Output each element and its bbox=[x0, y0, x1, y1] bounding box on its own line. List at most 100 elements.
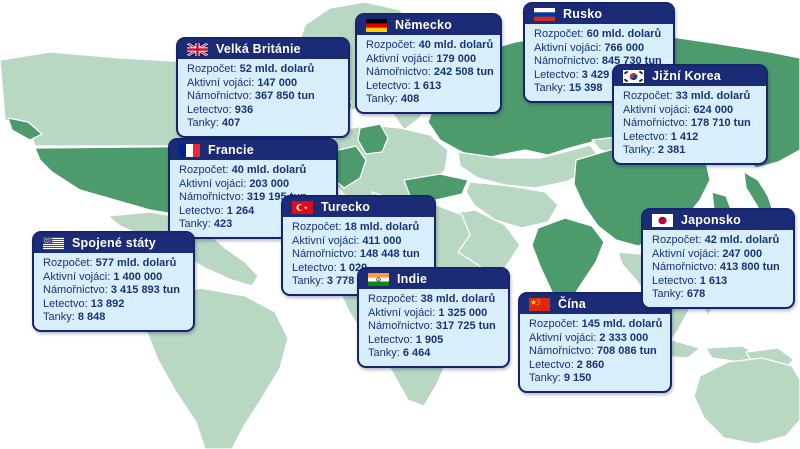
france-flag-icon bbox=[179, 143, 200, 157]
stat-value: 317 725 tun bbox=[435, 320, 496, 332]
stat-value: 408 bbox=[400, 93, 420, 105]
stat-value: 2 333 000 bbox=[599, 331, 649, 344]
country-card-header: Turecko bbox=[283, 197, 434, 217]
stat-value: 411 000 bbox=[362, 234, 402, 247]
country-card-header: Spojené státy bbox=[34, 233, 193, 253]
stat-label: Tanky: bbox=[187, 117, 219, 129]
stat-label: Rozpočet: bbox=[366, 39, 416, 51]
stat-value: 18 mld. dolarů bbox=[344, 221, 420, 233]
stat-value: 242 508 tun bbox=[433, 66, 494, 78]
stat-navy: Námořnictvo: 708 086 tun bbox=[529, 345, 662, 359]
stat-label: Tanky: bbox=[652, 288, 684, 300]
stat-label: Rozpočet: bbox=[179, 164, 229, 176]
country-stats: Rozpočet: 40 mld. dolarů Aktivní vojáci:… bbox=[170, 160, 336, 237]
country-name: Německo bbox=[395, 18, 452, 32]
country-name: Jižní Korea bbox=[652, 69, 721, 83]
stat-navy: Námořnictvo: 178 710 tun bbox=[623, 117, 758, 131]
country-card-germany: Německo Rozpočet: 40 mld. dolarů Aktivní… bbox=[355, 13, 502, 114]
stat-label: Aktivní vojáci: bbox=[43, 270, 111, 283]
stat-value: 52 mld. dolarů bbox=[239, 63, 315, 75]
country-card-header: Indie bbox=[359, 269, 508, 289]
stat-budget: Rozpočet: 145 mld. dolarů bbox=[529, 318, 662, 332]
stat-label: Aktivní vojáci: bbox=[534, 41, 602, 54]
stat-value: 40 mld. dolarů bbox=[231, 164, 307, 176]
stat-label: Námořnictvo: bbox=[368, 320, 433, 332]
country-card-header: Čína bbox=[520, 294, 670, 314]
country-stats: Rozpočet: 145 mld. dolarů Aktivní vojáci… bbox=[520, 314, 670, 391]
country-name: Velká Británie bbox=[216, 42, 301, 56]
stat-active: Aktivní vojáci: 2 333 000 bbox=[529, 332, 662, 346]
stat-label: Rozpočet: bbox=[292, 221, 342, 233]
stat-value: 1 613 bbox=[699, 274, 728, 287]
stat-value: 3 778 bbox=[326, 275, 355, 287]
stat-value: 60 mld. dolarů bbox=[586, 28, 662, 40]
stat-navy: Námořnictvo: 413 800 tun bbox=[652, 261, 785, 275]
country-stats: Rozpočet: 18 mld. dolarů Aktivní vojáci:… bbox=[283, 217, 434, 294]
stat-label: Tanky: bbox=[179, 218, 211, 230]
stat-air: Letectvo: 2 860 bbox=[529, 359, 662, 373]
stat-value: 13 892 bbox=[90, 297, 125, 310]
stat-navy: Námořnictvo: 367 850 tun bbox=[187, 90, 340, 104]
stat-value: 407 bbox=[221, 117, 241, 129]
stat-air: Letectvo: 1 412 bbox=[623, 131, 758, 145]
stat-value: 203 000 bbox=[249, 177, 290, 190]
country-card-header: Japonsko bbox=[643, 210, 793, 230]
country-stats: Rozpočet: 40 mld. dolarů Aktivní vojáci:… bbox=[357, 35, 500, 112]
stat-budget: Rozpočet: 18 mld. dolarů bbox=[292, 221, 426, 235]
stat-label: Námořnictvo: bbox=[652, 261, 717, 273]
stat-value: 1 412 bbox=[670, 130, 699, 143]
stat-value: 1 905 bbox=[415, 333, 444, 346]
map-india bbox=[531, 217, 605, 309]
stat-active: Aktivní vojáci: 147 000 bbox=[187, 77, 340, 91]
country-stats: Rozpočet: 577 mld. dolarů Aktivní vojáci… bbox=[34, 253, 193, 330]
stat-value: 8 848 bbox=[77, 311, 106, 323]
country-card-india: Indie Rozpočet: 38 mld. dolarů Aktivní v… bbox=[357, 267, 510, 368]
stat-value: 33 mld. dolarů bbox=[675, 90, 751, 102]
stat-label: Letectvo: bbox=[368, 333, 413, 346]
stat-label: Námořnictvo: bbox=[179, 191, 244, 203]
stat-active: Aktivní vojáci: 1 400 000 bbox=[43, 271, 185, 285]
stat-label: Tanky: bbox=[529, 372, 561, 384]
stat-active: Aktivní vojáci: 624 000 bbox=[623, 104, 758, 118]
stat-label: Letectvo: bbox=[623, 130, 668, 143]
stat-value: 624 000 bbox=[693, 103, 734, 116]
stat-label: Námořnictvo: bbox=[529, 345, 594, 357]
stat-tanks: Tanky: 8 848 bbox=[43, 311, 185, 325]
country-card-header: Francie bbox=[170, 140, 336, 160]
uk-flag-icon bbox=[187, 42, 208, 56]
country-card-japan: Japonsko Rozpočet: 42 mld. dolarů Aktivn… bbox=[641, 208, 795, 309]
stat-label: Letectvo: bbox=[187, 103, 232, 116]
stat-active: Aktivní vojáci: 1 325 000 bbox=[368, 307, 500, 321]
country-name: Rusko bbox=[563, 7, 603, 21]
country-stats: Rozpočet: 33 mld. dolarů Aktivní vojáci:… bbox=[614, 86, 766, 163]
stat-air: Letectvo: 1 613 bbox=[366, 80, 492, 94]
stat-air: Letectvo: 1 264 bbox=[179, 205, 328, 219]
stat-label: Aktivní vojáci: bbox=[623, 103, 691, 116]
stat-label: Rozpočet: bbox=[534, 28, 584, 40]
country-name: Francie bbox=[208, 143, 254, 157]
stat-tanks: Tanky: 3 778 bbox=[292, 275, 426, 289]
india-flag-icon bbox=[368, 272, 389, 286]
stat-air: Letectvo: 936 bbox=[187, 104, 340, 118]
stat-budget: Rozpočet: 40 mld. dolarů bbox=[179, 164, 328, 178]
country-stats: Rozpočet: 60 mld. dolarů Aktivní vojáci:… bbox=[525, 24, 673, 101]
stat-tanks: Tanky: 15 398 bbox=[534, 82, 665, 96]
stat-tanks: Tanky: 423 bbox=[179, 218, 328, 232]
map-iran bbox=[465, 181, 559, 229]
country-name: Čína bbox=[558, 297, 586, 311]
map-alaska-strip bbox=[7, 117, 43, 141]
stat-value: 678 bbox=[686, 288, 706, 300]
stat-tanks: Tanky: 2 381 bbox=[623, 144, 758, 158]
stat-label: Letectvo: bbox=[179, 204, 224, 217]
country-card-header: Rusko bbox=[525, 4, 673, 24]
stat-label: Rozpočet: bbox=[529, 318, 579, 330]
stat-value: 1 325 000 bbox=[438, 306, 488, 319]
stat-value: 38 mld. dolarů bbox=[420, 293, 496, 305]
stat-label: Námořnictvo: bbox=[43, 284, 108, 296]
stat-value: 147 000 bbox=[257, 76, 298, 89]
stat-label: Aktivní vojáci: bbox=[187, 76, 255, 89]
stat-label: Letectvo: bbox=[43, 297, 88, 310]
stat-tanks: Tanky: 9 150 bbox=[529, 372, 662, 386]
stat-active: Aktivní vojáci: 203 000 bbox=[179, 178, 328, 192]
country-name: Turecko bbox=[321, 200, 371, 214]
